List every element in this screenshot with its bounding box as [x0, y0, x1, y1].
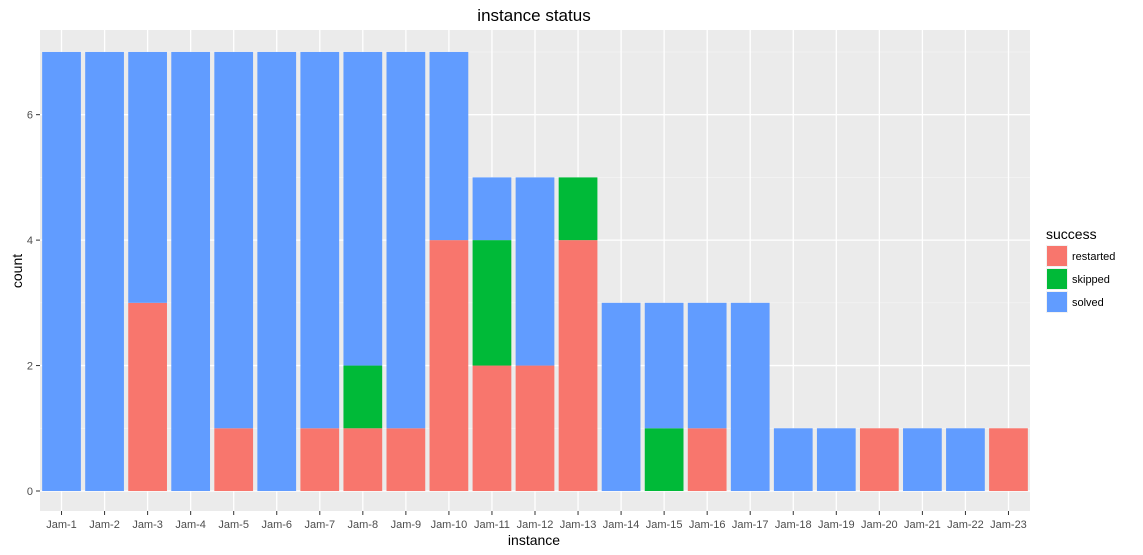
- bar-restarted: [429, 240, 469, 491]
- bar-skipped: [472, 240, 512, 366]
- chart-title: instance status: [477, 6, 590, 25]
- bar-restarted: [472, 365, 512, 491]
- bar-restarted: [128, 302, 167, 491]
- bar-restarted: [300, 428, 340, 491]
- x-tick-label: Jam-17: [732, 519, 769, 531]
- x-tick-label: Jam-6: [261, 519, 292, 531]
- bar-solved: [773, 428, 813, 491]
- x-tick-label: Jam-19: [818, 519, 855, 531]
- legend-swatch-restarted: [1047, 246, 1067, 266]
- y-tick-label: 4: [27, 235, 33, 247]
- bar-restarted: [558, 240, 598, 491]
- x-tick-label: Jam-3: [132, 519, 163, 531]
- bar-solved: [386, 51, 426, 429]
- x-tick-label: Jam-2: [89, 519, 120, 531]
- bar-restarted: [343, 428, 383, 491]
- bar-solved: [171, 51, 211, 491]
- x-axis-title: instance: [508, 532, 560, 548]
- x-tick-label: Jam-9: [391, 519, 422, 531]
- bar-solved: [903, 428, 942, 491]
- y-tick-label: 0: [27, 486, 33, 498]
- bar-restarted: [989, 428, 1028, 491]
- legend-swatch-skipped: [1047, 269, 1067, 289]
- legend-label-restarted: restarted: [1072, 251, 1115, 263]
- x-tick-label: Jam-14: [603, 519, 640, 531]
- y-axis-title: count: [9, 254, 25, 288]
- bar-restarted: [214, 428, 254, 491]
- y-axis: 0 2 4 6: [27, 110, 40, 498]
- bar-solved: [42, 51, 81, 491]
- x-tick-label: Jam-13: [560, 519, 597, 531]
- bar-solved: [214, 51, 254, 429]
- bar-restarted: [515, 365, 555, 491]
- x-tick-label: Jam-11: [474, 519, 510, 531]
- x-tick-label: Jam-8: [348, 519, 379, 531]
- x-axis: Jam-1 Jam-2 Jam-3 Jam-4 Jam-5 Jam-6 Jam-7 Jam-8…: [46, 511, 1027, 531]
- x-tick-label: Jam-16: [689, 519, 726, 531]
- bar-solved: [257, 51, 297, 491]
- bar-restarted: [687, 428, 727, 491]
- bar-solved: [946, 428, 985, 491]
- x-tick-label: Jam-21: [904, 519, 941, 531]
- x-tick-label: Jam-20: [861, 519, 898, 531]
- bar-solved: [816, 428, 856, 491]
- x-tick-label: Jam-23: [990, 519, 1027, 531]
- legend: success restarted skipped solved: [1046, 226, 1115, 313]
- x-tick-label: Jam-5: [218, 519, 249, 531]
- x-tick-label: Jam-10: [431, 519, 468, 531]
- bar-solved: [343, 51, 383, 366]
- bar-solved: [300, 51, 340, 429]
- bar-skipped: [558, 177, 598, 241]
- bar-solved: [429, 51, 469, 241]
- bar-skipped: [343, 365, 383, 429]
- legend-label-skipped: skipped: [1072, 274, 1110, 286]
- bar-skipped: [644, 428, 684, 491]
- bar-solved: [601, 302, 641, 491]
- legend-title: success: [1046, 226, 1097, 242]
- bar-solved: [85, 51, 124, 491]
- x-tick-label: Jam-22: [947, 519, 984, 531]
- bar-solved: [128, 51, 167, 303]
- y-tick-label: 2: [27, 361, 33, 373]
- legend-label-solved: solved: [1072, 297, 1104, 309]
- bars-layer: [42, 51, 1028, 491]
- x-tick-label: Jam-15: [646, 519, 683, 531]
- bar-restarted: [859, 428, 899, 491]
- bar-restarted: [386, 428, 426, 491]
- bar-solved: [472, 177, 512, 241]
- bar-solved: [687, 302, 727, 429]
- x-tick-label: Jam-18: [775, 519, 812, 531]
- x-tick-label: Jam-4: [175, 519, 206, 531]
- y-tick-label: 6: [27, 110, 33, 122]
- legend-swatch-solved: [1047, 292, 1067, 312]
- x-tick-label: Jam-1: [46, 519, 77, 531]
- bar-solved: [644, 302, 684, 429]
- x-tick-label: Jam-12: [517, 519, 554, 531]
- x-tick-label: Jam-7: [305, 519, 336, 531]
- bar-solved: [730, 302, 770, 491]
- bar-solved: [515, 177, 555, 366]
